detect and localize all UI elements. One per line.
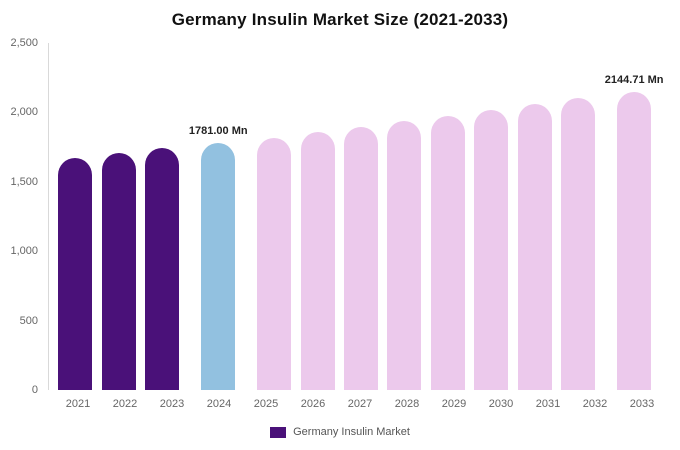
x-tick-label: 2027 (347, 398, 373, 410)
bar-column (561, 43, 596, 390)
bar-column (387, 43, 422, 390)
y-tick-label: 2,500 (10, 37, 38, 49)
plot-area: 1781.00 Mn 2144.71 Mn (48, 43, 673, 390)
bar-column (300, 43, 335, 390)
bar-2033[interactable] (617, 92, 652, 390)
bar-2021[interactable] (58, 157, 93, 390)
y-tick-label: 2,000 (10, 106, 38, 119)
bar-column (517, 43, 552, 390)
x-tick-label: 2028 (394, 398, 420, 410)
y-tick-label: 500 (19, 314, 38, 327)
bar-2031[interactable] (517, 104, 552, 390)
bar-2029[interactable] (430, 115, 465, 390)
bar-column (430, 43, 465, 390)
x-tick-label: 2026 (300, 398, 326, 410)
bar-2032[interactable] (561, 98, 596, 390)
x-tick-label: 2032 (582, 398, 608, 410)
x-tick-label: 2023 (159, 398, 185, 410)
legend[interactable]: Germany Insulin Market (0, 426, 680, 438)
bar-2022[interactable] (101, 152, 136, 390)
bar-2028[interactable] (387, 121, 422, 390)
bar-column (101, 43, 136, 390)
bar-column: 2144.71 Mn (605, 43, 664, 390)
bar-2024[interactable] (201, 142, 236, 390)
y-tick-label: 0 (31, 384, 38, 396)
bar-column (343, 43, 378, 390)
bar-value-label: 1781.00 Mn (188, 124, 248, 137)
x-tick-label: 2024 (206, 398, 232, 410)
x-tick-label: 2021 (65, 398, 91, 410)
y-tick-label: 1,500 (10, 175, 38, 188)
bars-row: 1781.00 Mn 2144.71 Mn (49, 43, 673, 390)
legend-label: Germany Insulin Market (293, 426, 410, 438)
chart-title: Germany Insulin Market Size (2021-2033) (171, 10, 509, 29)
bar-column (145, 43, 180, 390)
bar-column: 1781.00 Mn (189, 43, 248, 390)
bar-column (257, 43, 292, 390)
bar-2025[interactable] (257, 137, 292, 390)
x-tick-label: 2031 (535, 398, 561, 410)
x-axis-labels: 2021 2022 2023 2024 2025 2026 2027 2028 2029 2030… (48, 398, 672, 410)
x-tick-label: 2025 (253, 398, 279, 410)
bar-column (58, 43, 93, 390)
y-tick-label: 1,000 (10, 245, 38, 258)
bar-2026[interactable] (300, 132, 335, 390)
bar-2030[interactable] (474, 110, 509, 390)
bar-value-label: 2144.71 Mn (604, 74, 664, 87)
legend-swatch (270, 426, 287, 438)
x-tick-label: 2033 (629, 398, 655, 410)
x-tick-label: 2022 (112, 398, 138, 410)
x-tick-label: 2029 (441, 398, 467, 410)
bar-column (474, 43, 509, 390)
x-tick-label: 2030 (488, 398, 514, 410)
bar-2027[interactable] (343, 127, 378, 390)
bar-2023[interactable] (145, 147, 180, 390)
